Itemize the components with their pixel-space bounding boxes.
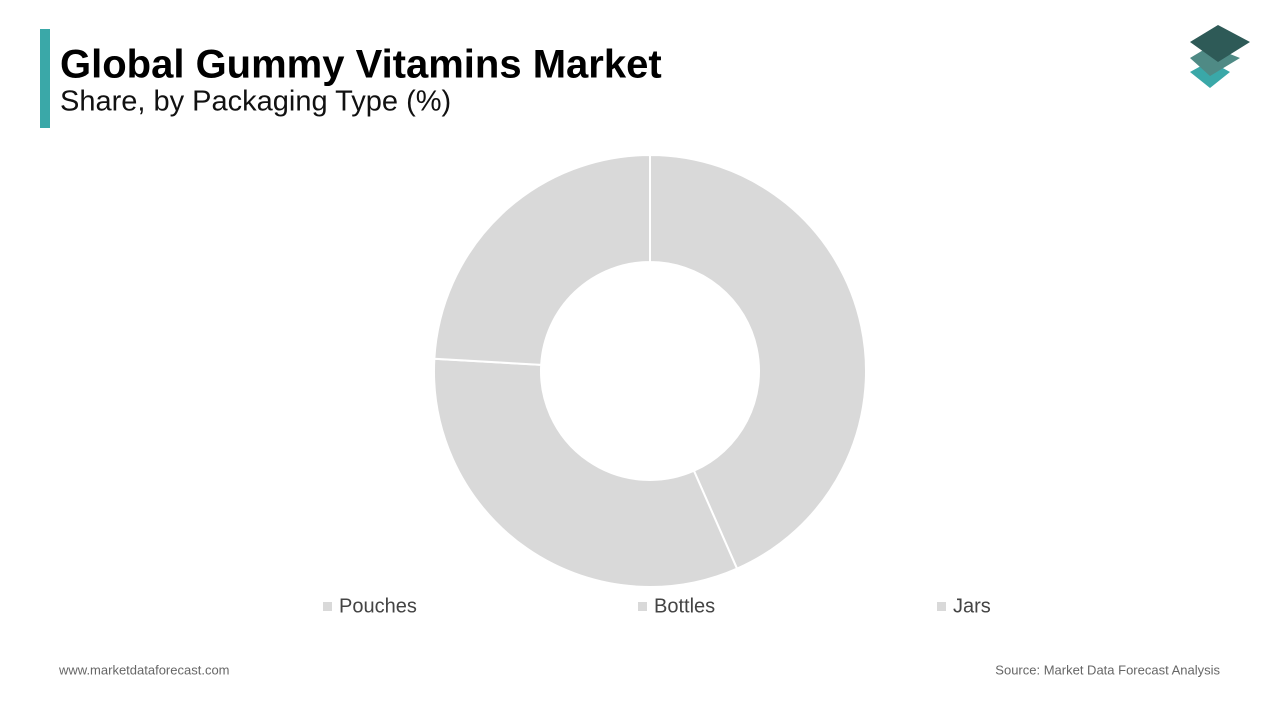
title-bar (40, 29, 50, 128)
source: Source: Market Data Forecast Analysis (995, 662, 1220, 677)
chart-subtitle: Share, by Packaging Type (%) (60, 86, 451, 118)
legend-label: Pouches (339, 595, 417, 617)
website: www.marketdataforecast.com (58, 662, 230, 677)
legend-swatch (638, 602, 647, 611)
donut (433, 153, 867, 588)
legend: Pouches Bottles Jars (323, 595, 991, 617)
donut-segment (433, 357, 739, 588)
legend-label: Bottles (654, 595, 715, 617)
logo (1190, 25, 1250, 88)
donut-segment (649, 153, 867, 571)
legend-label: Jars (953, 595, 991, 617)
donut-segment (433, 153, 651, 366)
legend-swatch (323, 602, 332, 611)
chart-title: Global Gummy Vitamins Market (60, 43, 662, 87)
legend-swatch (937, 602, 946, 611)
